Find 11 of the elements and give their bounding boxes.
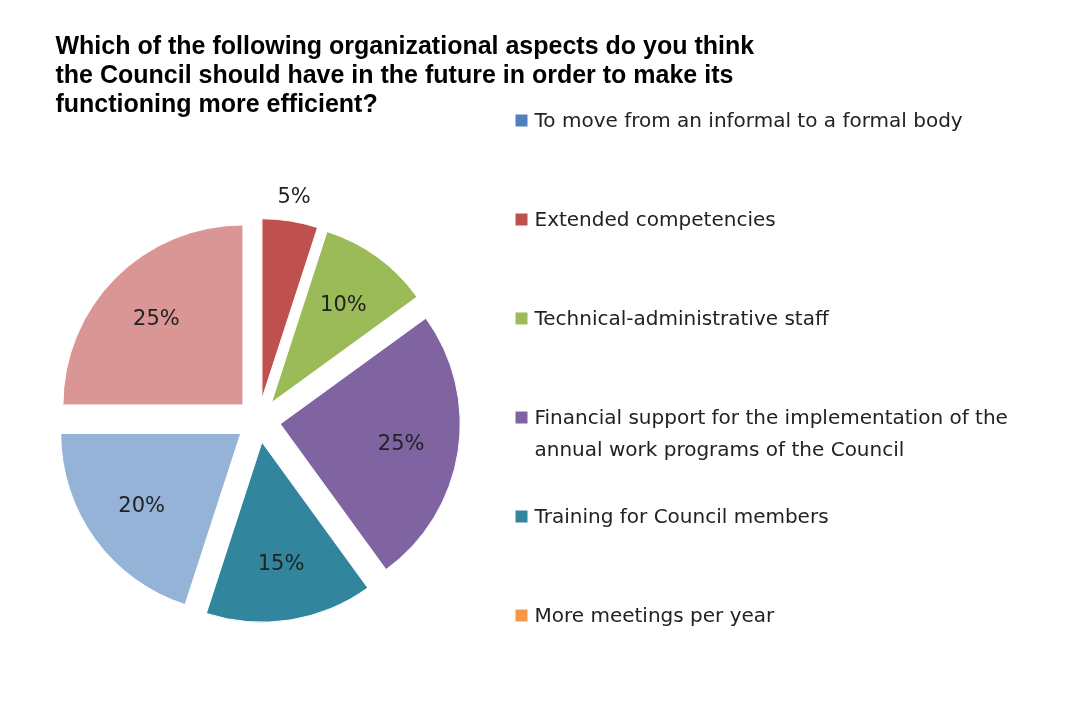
data-label: 5% bbox=[277, 184, 311, 209]
data-label: 10% bbox=[320, 291, 367, 316]
data-label: 25% bbox=[133, 306, 180, 331]
legend-label: More meetings per year bbox=[534, 602, 776, 627]
data-label: 25% bbox=[377, 431, 425, 456]
legend-label: Financial support for the implementation of the annual work programs of the Council bbox=[534, 404, 1008, 461]
legend-label: Technical-administrative staff bbox=[533, 305, 830, 330]
data-label: 15% bbox=[257, 551, 305, 576]
legend-label: Training for Council members bbox=[533, 503, 829, 528]
data-label: 20% bbox=[118, 493, 166, 518]
legend-label: Extended competencies bbox=[534, 206, 776, 231]
